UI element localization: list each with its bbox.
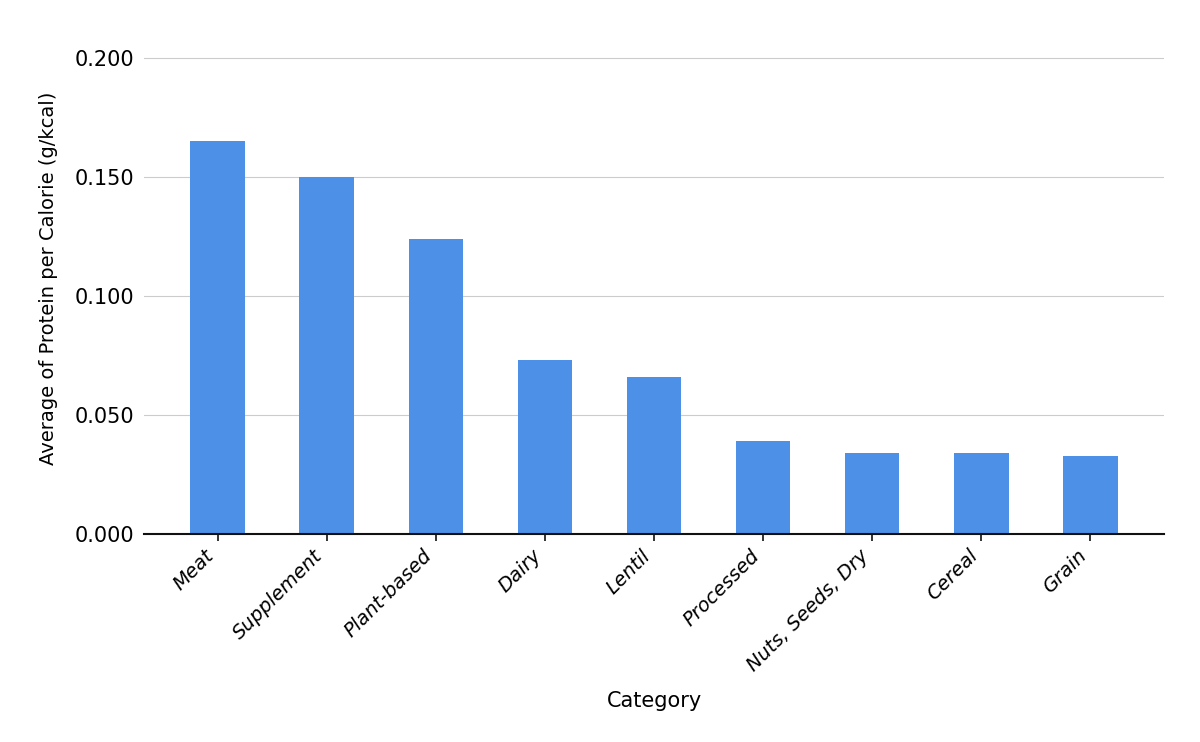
Bar <box>408 239 463 534</box>
Bar <box>517 361 572 534</box>
Y-axis label: Average of Protein per Calorie (g/kcal): Average of Protein per Calorie (g/kcal) <box>38 91 58 465</box>
Bar <box>300 177 354 534</box>
Bar <box>845 453 900 534</box>
Bar <box>736 441 791 534</box>
Bar <box>626 377 682 534</box>
X-axis label: Category: Category <box>606 692 702 712</box>
Bar <box>1063 456 1117 534</box>
Bar <box>191 141 245 534</box>
Bar <box>954 453 1008 534</box>
